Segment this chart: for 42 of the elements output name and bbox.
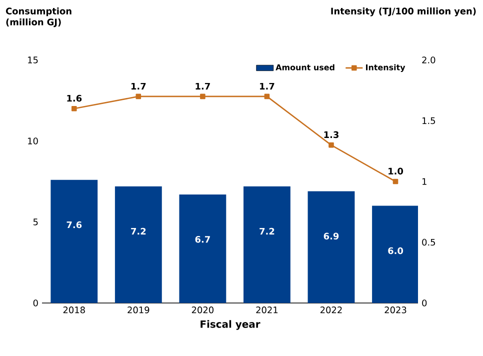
x-tick-label: 2020 bbox=[192, 306, 214, 314]
x-axis-title: Fiscal year bbox=[200, 320, 260, 330]
y2-tick-label: 2.0 bbox=[422, 56, 436, 64]
y-tick-label: 0 bbox=[33, 300, 38, 306]
x-tick-label: 2023 bbox=[384, 306, 406, 314]
data-label: 6.9 bbox=[324, 232, 339, 240]
data-label: 1.0 bbox=[388, 168, 404, 175]
bar bbox=[244, 186, 290, 303]
y2-tick-label: 1.5 bbox=[422, 117, 435, 124]
bar bbox=[308, 191, 355, 303]
y-tick-label: 15 bbox=[28, 56, 38, 64]
y2-tick-label: 0 bbox=[422, 300, 427, 306]
point bbox=[136, 94, 142, 100]
point bbox=[328, 142, 334, 148]
x-tick-label: 2018 bbox=[63, 306, 85, 314]
data-label: 1.6 bbox=[67, 94, 82, 102]
y2-tick-label: 0.5 bbox=[422, 238, 435, 246]
data-label: 1.7 bbox=[196, 82, 210, 90]
point bbox=[71, 106, 77, 112]
y-axis-title: Consumption (million GJ) bbox=[6, 8, 72, 28]
x-tick-label: 2019 bbox=[128, 306, 150, 314]
bar bbox=[372, 206, 418, 303]
data-label: 6.0 bbox=[388, 247, 404, 254]
point bbox=[200, 94, 206, 100]
point bbox=[392, 178, 398, 184]
data-label: 1.7 bbox=[131, 82, 146, 90]
bar bbox=[179, 194, 226, 303]
data-label: 7.6 bbox=[66, 221, 82, 228]
data-label: 7.2 bbox=[131, 228, 146, 235]
data-label: 7.2 bbox=[260, 228, 274, 235]
y2-tick-label: 1 bbox=[422, 178, 426, 185]
x-tick-label: 2022 bbox=[320, 306, 342, 314]
bar bbox=[114, 186, 162, 303]
data-label: 6.7 bbox=[195, 236, 210, 243]
data-label: 1.7 bbox=[260, 82, 274, 90]
data-label: 1.3 bbox=[324, 131, 338, 138]
y-tick-label: 5 bbox=[33, 218, 38, 226]
y-tick-label: 10 bbox=[28, 138, 38, 144]
bar bbox=[50, 180, 98, 303]
y2-axis-title: Intensity (TJ/100 million yen) bbox=[331, 8, 476, 16]
point bbox=[264, 94, 270, 100]
x-tick-label: 2021 bbox=[256, 306, 278, 314]
